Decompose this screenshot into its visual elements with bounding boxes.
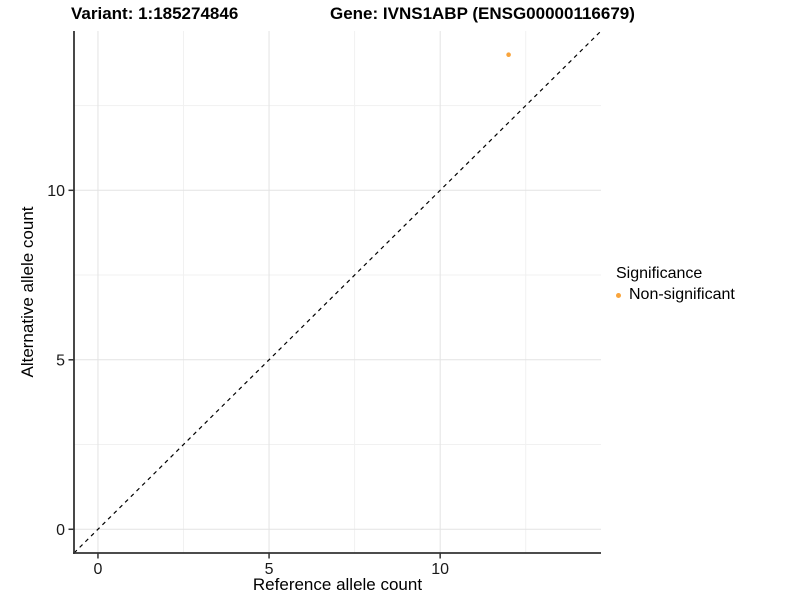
y-tick-label: 0	[56, 522, 65, 539]
gene-title: Gene: IVNS1ABP (ENSG00000116679)	[330, 4, 635, 23]
legend-item: Non-significant	[616, 286, 735, 304]
variant-title: Variant: 1:185274846	[71, 4, 239, 23]
identity-line	[73, 30, 602, 554]
data-point	[506, 52, 511, 58]
x-tick-label: 10	[431, 561, 449, 578]
y-tick-label: 10	[47, 183, 65, 200]
x-tick-label: 0	[94, 561, 103, 578]
legend-title: Significance	[616, 265, 703, 282]
y-tick-label: 5	[56, 352, 65, 369]
y-axis-title: Alternative allele count	[18, 206, 37, 378]
x-axis-title: Reference allele count	[252, 575, 423, 594]
legend-item-label: Non-significant	[629, 286, 735, 303]
legend-point-icon	[616, 292, 621, 298]
x-tick-label: 5	[265, 561, 274, 578]
legend: Significance Non-significant	[616, 265, 735, 304]
